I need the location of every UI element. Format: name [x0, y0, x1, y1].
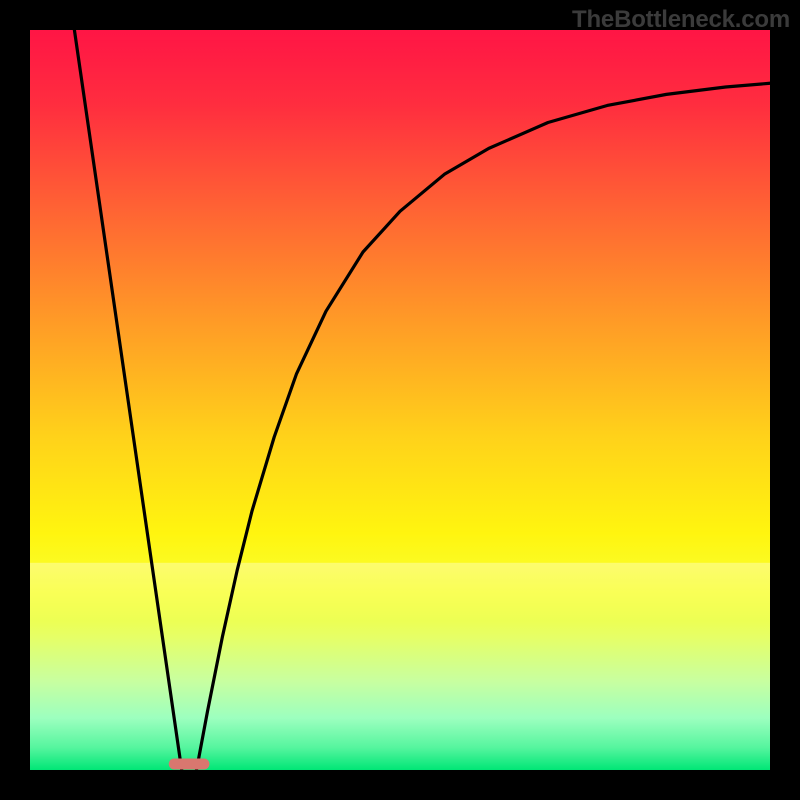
bottleneck-marker	[169, 759, 210, 770]
chart-svg	[0, 0, 800, 800]
gradient-background	[30, 30, 770, 770]
watermark-text: TheBottleneck.com	[572, 6, 790, 34]
chart-stage: TheBottleneck.com	[0, 0, 800, 800]
fade-band	[30, 563, 770, 622]
